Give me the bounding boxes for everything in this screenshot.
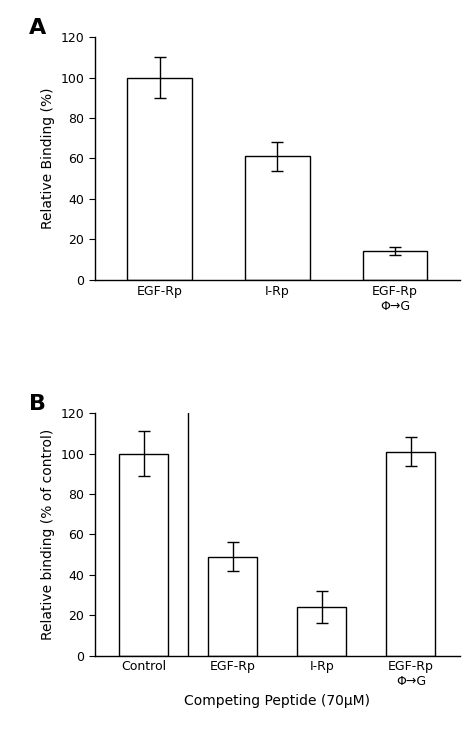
- X-axis label: Competing Peptide (70μM): Competing Peptide (70μM): [184, 694, 370, 708]
- Y-axis label: Relative Binding (%): Relative Binding (%): [41, 88, 55, 229]
- Bar: [245, 156, 310, 279]
- Text: A: A: [29, 18, 46, 38]
- Bar: [208, 557, 257, 656]
- Y-axis label: Relative binding (% of control): Relative binding (% of control): [41, 428, 55, 640]
- Bar: [127, 77, 192, 279]
- Bar: [297, 607, 346, 656]
- Bar: [119, 454, 168, 656]
- Bar: [363, 252, 428, 279]
- Bar: [386, 451, 435, 656]
- Text: B: B: [29, 393, 46, 413]
